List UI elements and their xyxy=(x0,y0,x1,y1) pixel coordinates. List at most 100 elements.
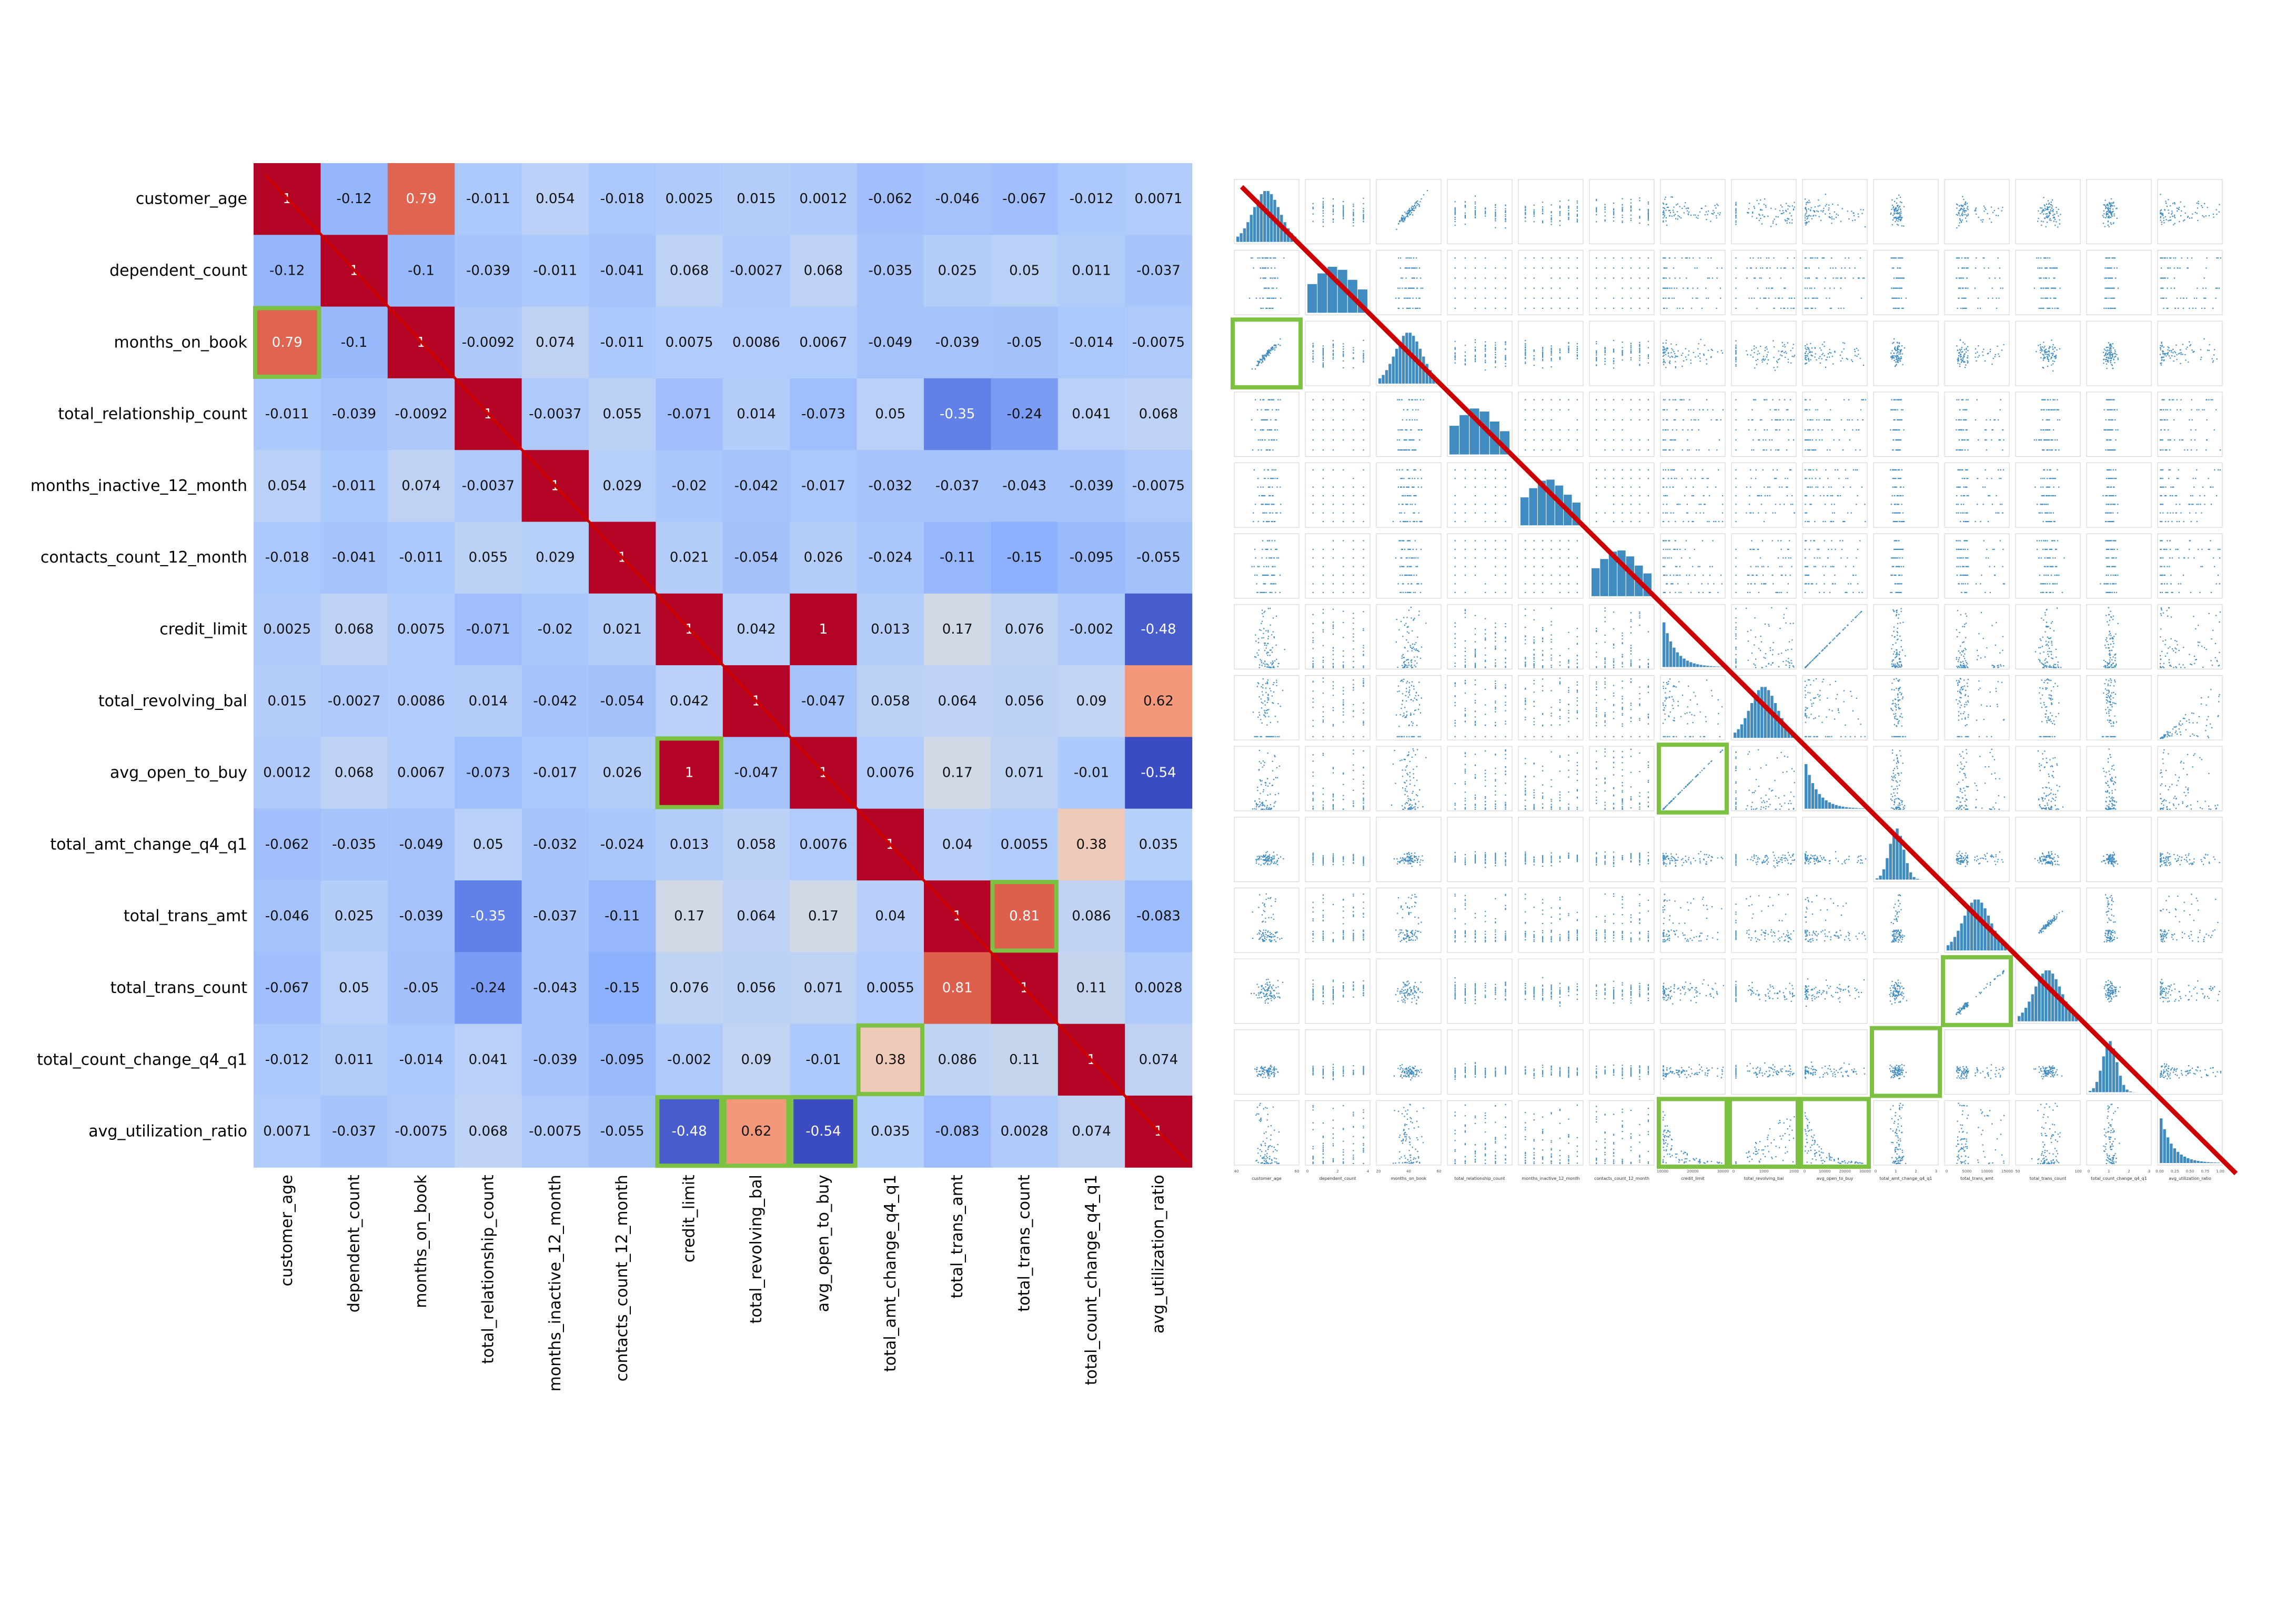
heatmap-cell-value: -0.067 xyxy=(265,980,309,996)
pairplot-axis-label: avg_utilization_ratio xyxy=(2169,1176,2211,1181)
histogram-bar xyxy=(2200,1161,2203,1163)
heatmap-cell-value: 0.035 xyxy=(1139,837,1178,853)
scatter-points xyxy=(1735,198,1795,227)
heatmap-row-label: total_revolving_bal xyxy=(98,692,247,710)
pairplot-tick-label: 0.25 xyxy=(2171,1169,2179,1174)
pairplot-panel xyxy=(1802,887,1868,953)
heatmap-cell xyxy=(924,163,991,235)
pairplot-tick-label: 10000 xyxy=(1981,1169,1993,1174)
scatter-points xyxy=(1525,340,1578,369)
histogram-bar xyxy=(1529,488,1537,526)
heatmap-cell xyxy=(790,952,858,1025)
histogram-bar xyxy=(1818,794,1821,809)
pairplot-panel xyxy=(1802,1029,1868,1095)
heatmap-cell-value: 0.054 xyxy=(536,191,575,207)
panel-frame xyxy=(2157,250,2223,315)
heatmap-cell xyxy=(387,737,455,809)
pairplot-panel xyxy=(1234,533,1300,599)
heatmap-cell xyxy=(455,1024,522,1096)
pairplot-panel xyxy=(2015,392,2081,457)
heatmap-cell-value: 0.011 xyxy=(335,1052,374,1068)
panel-frame xyxy=(1376,958,1442,1024)
pairplot-panel xyxy=(1944,392,2010,457)
heatmap-cell-value: 0.025 xyxy=(335,908,374,924)
pairplot-panel xyxy=(1589,604,1655,670)
heatmap-cell xyxy=(455,880,522,953)
scatter-points xyxy=(1956,850,2004,867)
pairplot-panel xyxy=(2015,1029,2081,1095)
panel-frame xyxy=(2015,817,2081,882)
heatmap-cell xyxy=(521,163,589,235)
panel-frame xyxy=(1731,463,1797,528)
pairplot-panel xyxy=(1589,746,1655,811)
scatter-points xyxy=(1890,678,1906,737)
pairplot-panel xyxy=(1518,533,1584,599)
pairplot-panel xyxy=(1660,179,1726,245)
heatmap-cell xyxy=(254,952,321,1025)
heatmap-cell-value: -0.0027 xyxy=(730,263,782,278)
scatter-points xyxy=(1596,197,1649,226)
pairplot-panel xyxy=(2015,1100,2081,1166)
scatter-points xyxy=(1956,970,2005,1015)
heatmap-cell-value: 0.074 xyxy=(536,335,575,350)
heatmap-cell-value: 0.058 xyxy=(871,693,910,709)
histogram-bar xyxy=(2099,1070,2102,1092)
heatmap-cell-value: -0.11 xyxy=(605,908,640,924)
histogram-bar xyxy=(1767,690,1770,738)
histogram-bar xyxy=(1805,764,1808,809)
pairplot-panel xyxy=(2015,320,2081,386)
heatmap-cell-value: -0.54 xyxy=(1141,765,1176,781)
pairplot-panel xyxy=(1873,533,1939,599)
panel-frame xyxy=(2086,179,2152,245)
heatmap-cell xyxy=(656,1024,723,1096)
pairplot-panel xyxy=(2015,179,2081,245)
panel-frame xyxy=(1944,675,2010,740)
heatmap-cell-value: -0.024 xyxy=(868,550,912,566)
heatmap-cell xyxy=(455,593,522,666)
correlation-heatmap: 1-0.120.79-0.0110.054-0.0180.00250.0150.… xyxy=(31,163,1193,1391)
heatmap-cell-value: -0.073 xyxy=(801,406,845,422)
heatmap-cell xyxy=(589,1024,656,1096)
heatmap-cell xyxy=(991,522,1059,594)
scatter-points xyxy=(2160,338,2218,366)
heatmap-cell-value: 0.076 xyxy=(1005,621,1044,637)
scatter-points xyxy=(1251,338,1281,370)
pairplot-panel xyxy=(1447,1029,1513,1095)
heatmap-cell-value: -0.017 xyxy=(801,478,845,494)
panel-frame xyxy=(2015,179,2081,245)
pairplot-panel xyxy=(1376,958,1442,1024)
histogram-bar xyxy=(1546,479,1555,526)
heatmap-cell-value: -0.046 xyxy=(935,191,980,207)
heatmap-cell-value: -0.24 xyxy=(1006,406,1042,422)
panel-frame xyxy=(1234,1029,1300,1095)
pairplot-panel xyxy=(1305,604,1371,670)
pairplot-panel xyxy=(2086,817,2152,882)
histogram-bar xyxy=(2095,1081,2099,1092)
pairplot-panel xyxy=(1589,392,1655,457)
scatter-points xyxy=(1805,1061,1866,1079)
histogram-bar xyxy=(1555,485,1564,526)
highlight-box xyxy=(722,1095,791,1168)
highlight-box xyxy=(1870,1026,1942,1098)
scatter-points xyxy=(1312,853,1364,866)
heatmap-cell xyxy=(1058,378,1125,450)
heatmap-cell xyxy=(387,665,455,737)
histogram-bar xyxy=(1838,806,1841,809)
histogram-bar xyxy=(1737,729,1740,738)
heatmap-cell-value: 0.056 xyxy=(737,980,776,996)
heatmap-cell-value: 0.11 xyxy=(1009,1052,1040,1068)
heatmap-cell xyxy=(455,163,522,235)
panel-frame xyxy=(2015,1029,2081,1095)
panel-frame xyxy=(1802,1029,1868,1095)
pairplot-panel xyxy=(1518,958,1584,1024)
pairplot-panel xyxy=(2086,533,2152,599)
pairplot-panel xyxy=(1660,887,1726,953)
heatmap-cell xyxy=(656,665,723,737)
histogram-bar xyxy=(1253,207,1256,242)
histogram-bar xyxy=(1757,690,1760,738)
panel-frame xyxy=(1873,320,1939,386)
pairplot-tick-label: 2 xyxy=(1336,1169,1338,1174)
panel-frame xyxy=(1376,463,1442,528)
pairplot-tick-label: 0.75 xyxy=(2201,1169,2209,1174)
histogram-bar xyxy=(1787,729,1790,738)
